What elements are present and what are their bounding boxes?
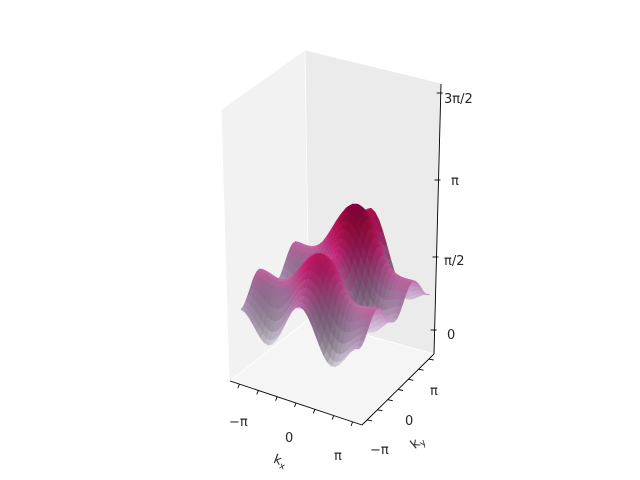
- y-axis-label: ky: [408, 432, 429, 454]
- y-tick-label: 0: [405, 414, 413, 429]
- tick-mark: [312, 409, 316, 414]
- z-tick-label: π/2: [444, 254, 464, 269]
- tick-mark: [275, 396, 278, 401]
- tick-mark: [294, 402, 297, 408]
- tick-mark: [367, 419, 373, 422]
- x-tick-label: −π: [229, 415, 248, 430]
- y-tick-label: π: [430, 384, 438, 399]
- surface-mesh: [240, 203, 431, 368]
- tick-mark: [377, 409, 383, 412]
- tick-mark: [331, 415, 335, 420]
- x-tick-label: π: [334, 449, 342, 464]
- x-tick-label: 0: [285, 431, 293, 446]
- tick-mark: [408, 378, 414, 381]
- tick-mark: [418, 368, 424, 371]
- z-tick-label: π: [451, 174, 459, 189]
- surface-facet: [354, 345, 363, 350]
- z-tick-label: 3π/2: [444, 92, 473, 107]
- tick-mark: [237, 383, 240, 389]
- tick-marks: [237, 92, 443, 427]
- tick-mark: [397, 389, 404, 391]
- tick-mark: [387, 399, 393, 402]
- x-axis-label: kx: [271, 452, 290, 473]
- z-axis-line: [433, 83, 442, 355]
- y-tick-label: −π: [370, 443, 389, 458]
- z-tick-label: 0: [447, 328, 455, 343]
- tick-mark: [350, 421, 353, 427]
- tick-mark: [428, 358, 434, 361]
- tick-mark: [256, 390, 259, 395]
